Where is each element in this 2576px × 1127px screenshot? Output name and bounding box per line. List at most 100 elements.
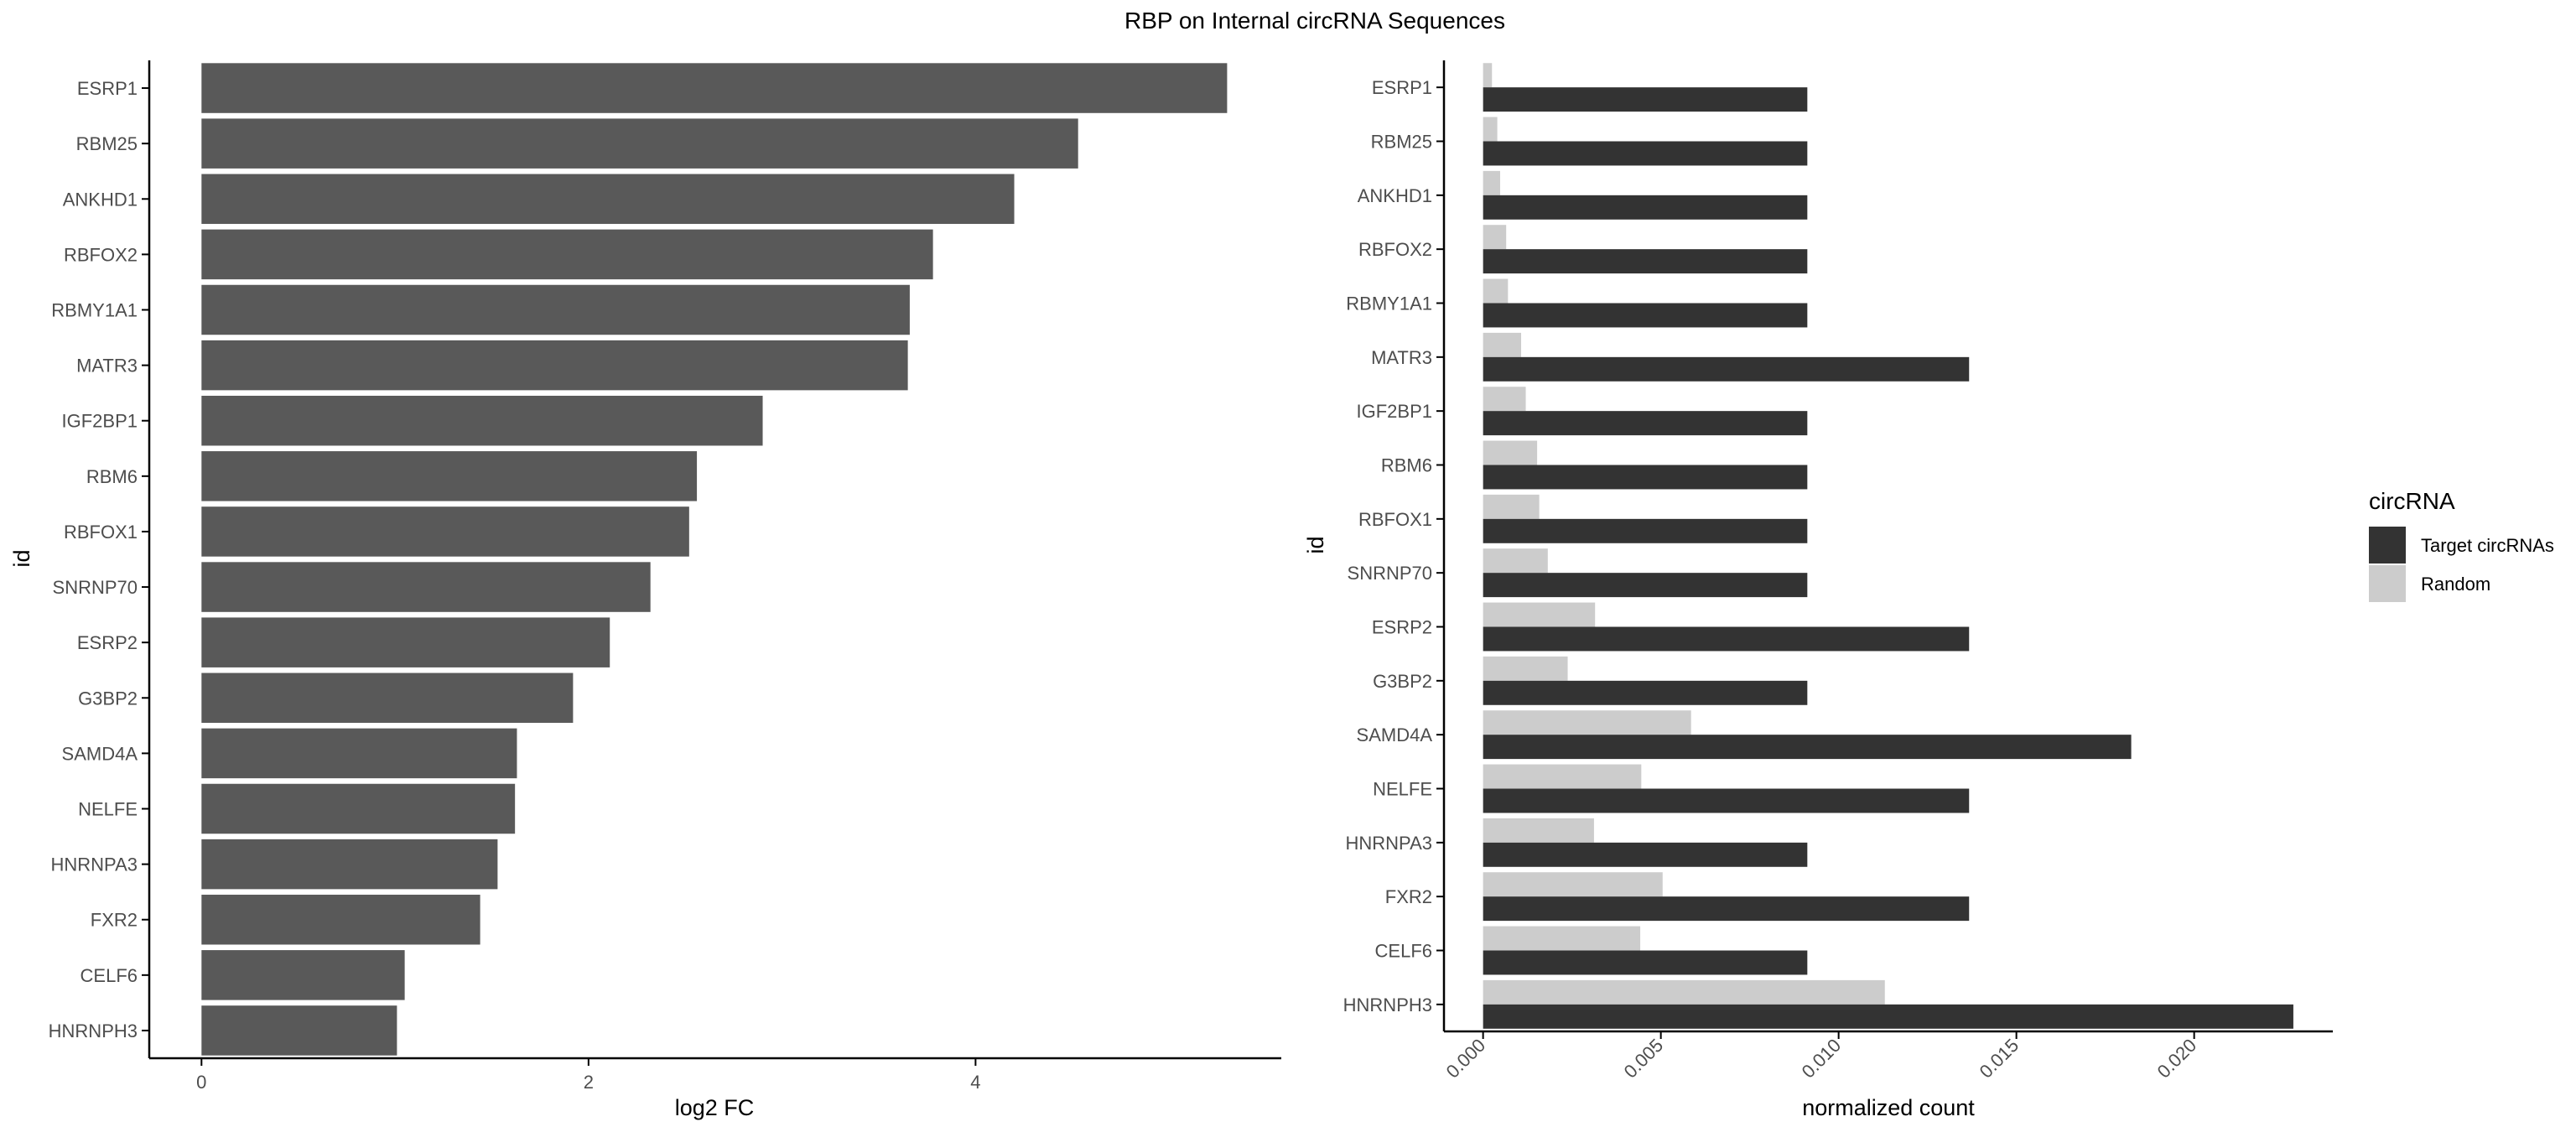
left-y-tick-label-snrnp70: SNRNP70 (53, 577, 138, 598)
bar-random-rbfox1 (1483, 494, 1540, 519)
left-y-tick-label-matr3: MATR3 (76, 356, 138, 377)
bar-random-esrp2 (1483, 602, 1596, 627)
right-y-tick-labels: ESRP1 RBM25 ANKHD1 RBFOX2 RBMY1A1 MATR3 IGF2BP… (1343, 77, 1444, 1015)
right-y-tick-label-ankhd1: ANKHD1 (1358, 185, 1432, 206)
left-y-tick-labels: ESRP1 RBM25 ANKHD1 RBFOX2 RBMY1A1 MATR3 IGF2BP… (49, 78, 149, 1041)
bar-logfc-rbfox1 (201, 506, 689, 557)
bar-logfc-fxr2 (201, 894, 480, 945)
bar-random-rbm6 (1483, 440, 1538, 465)
bar-target-circrnas-igf2bp1 (1483, 411, 1808, 436)
left-x-axis-title: log2 FC (675, 1095, 755, 1120)
bar-target-circrnas-ankhd1 (1483, 195, 1808, 220)
right-axes (1442, 60, 2333, 1033)
left-x-tick-label-2: 4 (970, 1072, 980, 1093)
right-y-tick-label-rbm6: RBM6 (1381, 455, 1432, 476)
bar-logfc-esrp1 (201, 63, 1228, 113)
bar-random-esrp1 (1483, 63, 1493, 88)
right-y-tick-label-nelfe: NELFE (1373, 779, 1432, 800)
bar-random-rbfox2 (1483, 225, 1507, 250)
bar-logfc-samd4a (201, 728, 517, 779)
left-y-tick-label-hnrnph3: HNRNPH3 (49, 1021, 138, 1041)
right-y-tick-label-rbmy1a1: RBMY1A1 (1346, 293, 1432, 314)
bar-target-circrnas-rbm25 (1483, 141, 1808, 166)
right-panel-normalized-count: ESRP1 RBM25 ANKHD1 RBFOX2 RBMY1A1 MATR3 IGF2BP… (1303, 60, 2333, 1120)
right-y-tick-label-igf2bp1: IGF2BP1 (1357, 401, 1432, 422)
left-y-tick-label-rbm6: RBM6 (86, 466, 138, 487)
bar-random-igf2bp1 (1483, 387, 1526, 412)
left-y-tick-label-samd4a: SAMD4A (62, 743, 138, 764)
bar-logfc-rbmy1a1 (201, 284, 910, 335)
bar-random-samd4a (1483, 710, 1691, 735)
right-y-tick-label-esrp2: ESRP2 (1372, 617, 1432, 638)
right-bars (1483, 63, 2293, 1029)
left-x-tick-label-1: 2 (584, 1072, 594, 1093)
bar-logfc-hnrnpa3 (201, 839, 498, 890)
left-y-tick-label-fxr2: FXR2 (91, 910, 138, 931)
bar-logfc-nelfe (201, 783, 516, 834)
bar-target-circrnas-hnrnph3 (1483, 1004, 2293, 1029)
bar-logfc-hnrnph3 (201, 1005, 397, 1056)
left-x-ticks: 0 2 4 (196, 1058, 981, 1093)
bar-logfc-rbfox2 (201, 229, 933, 280)
bar-target-circrnas-rbfox1 (1483, 518, 1808, 543)
right-y-tick-label-samd4a: SAMD4A (1357, 724, 1433, 745)
bar-target-circrnas-celf6 (1483, 950, 1808, 975)
bar-target-circrnas-esrp2 (1483, 626, 1970, 652)
bar-target-circrnas-nelfe (1483, 788, 1970, 813)
bar-target-circrnas-snrnp70 (1483, 573, 1808, 598)
left-axes (148, 60, 1281, 1060)
right-y-tick-label-g3bp2: G3BP2 (1373, 671, 1432, 692)
bar-random-snrnp70 (1483, 548, 1548, 574)
bar-logfc-rbm6 (201, 451, 698, 501)
legend-label-target-circrnas: Target circRNAs (2421, 535, 2554, 556)
bar-logfc-esrp2 (201, 617, 610, 667)
legend: circRNA Target circRNAs Random (2369, 488, 2554, 602)
bar-target-circrnas-rbfox2 (1483, 249, 1808, 274)
bar-logfc-igf2bp1 (201, 395, 763, 446)
bar-target-circrnas-rbm6 (1483, 465, 1808, 490)
left-y-tick-label-g3bp2: G3BP2 (78, 688, 138, 709)
right-y-tick-label-fxr2: FXR2 (1385, 886, 1432, 907)
bar-random-rbm25 (1483, 117, 1498, 142)
right-y-tick-label-hnrnph3: HNRNPH3 (1343, 995, 1432, 1015)
bar-random-matr3 (1483, 332, 1522, 357)
right-y-tick-label-rbfox1: RBFOX1 (1358, 509, 1432, 530)
legend-key-random (2369, 565, 2406, 602)
bar-logfc-celf6 (201, 950, 405, 1000)
bar-logfc-g3bp2 (201, 673, 574, 724)
right-y-tick-label-celf6: CELF6 (1375, 941, 1432, 962)
bar-target-circrnas-samd4a (1483, 735, 2132, 760)
bar-random-fxr2 (1483, 872, 1663, 897)
bar-random-celf6 (1483, 926, 1641, 951)
legend-key-target-circrnas (2369, 527, 2406, 564)
left-y-tick-label-ankhd1: ANKHD1 (63, 189, 138, 210)
left-y-tick-label-rbm25: RBM25 (76, 133, 138, 154)
bar-random-hnrnpa3 (1483, 818, 1594, 843)
left-y-tick-label-esrp1: ESRP1 (77, 78, 138, 99)
right-y-tick-label-matr3: MATR3 (1371, 347, 1432, 368)
left-y-tick-label-rbmy1a1: RBMY1A1 (51, 300, 138, 321)
bar-target-circrnas-rbmy1a1 (1483, 303, 1808, 328)
right-y-tick-label-rbfox2: RBFOX2 (1358, 239, 1432, 260)
bar-random-g3bp2 (1483, 656, 1568, 681)
left-panel-logfc: ESRP1 RBM25 ANKHD1 RBFOX2 RBMY1A1 MATR3 IGF2BP… (9, 60, 1281, 1120)
bar-target-circrnas-esrp1 (1483, 87, 1808, 112)
bar-target-circrnas-matr3 (1483, 356, 1970, 382)
right-y-axis-title: id (1303, 536, 1328, 553)
bar-target-circrnas-hnrnpa3 (1483, 842, 1808, 867)
right-y-tick-label-rbm25: RBM25 (1371, 132, 1432, 153)
legend-title: circRNA (2369, 488, 2455, 514)
right-x-axis-title: normalized count (1802, 1095, 1975, 1120)
bar-random-hnrnph3 (1483, 979, 1885, 1005)
bar-logfc-rbm25 (201, 118, 1078, 169)
left-x-tick-label-0: 0 (196, 1072, 206, 1093)
left-y-tick-label-igf2bp1: IGF2BP1 (62, 411, 138, 432)
left-y-tick-label-esrp2: ESRP2 (77, 632, 138, 653)
bar-target-circrnas-g3bp2 (1483, 680, 1808, 705)
bar-random-ankhd1 (1483, 170, 1500, 195)
left-y-tick-label-rbfox2: RBFOX2 (64, 244, 138, 265)
bar-logfc-snrnp70 (201, 562, 651, 612)
left-bars (201, 63, 1228, 1056)
bar-random-nelfe (1483, 764, 1642, 789)
